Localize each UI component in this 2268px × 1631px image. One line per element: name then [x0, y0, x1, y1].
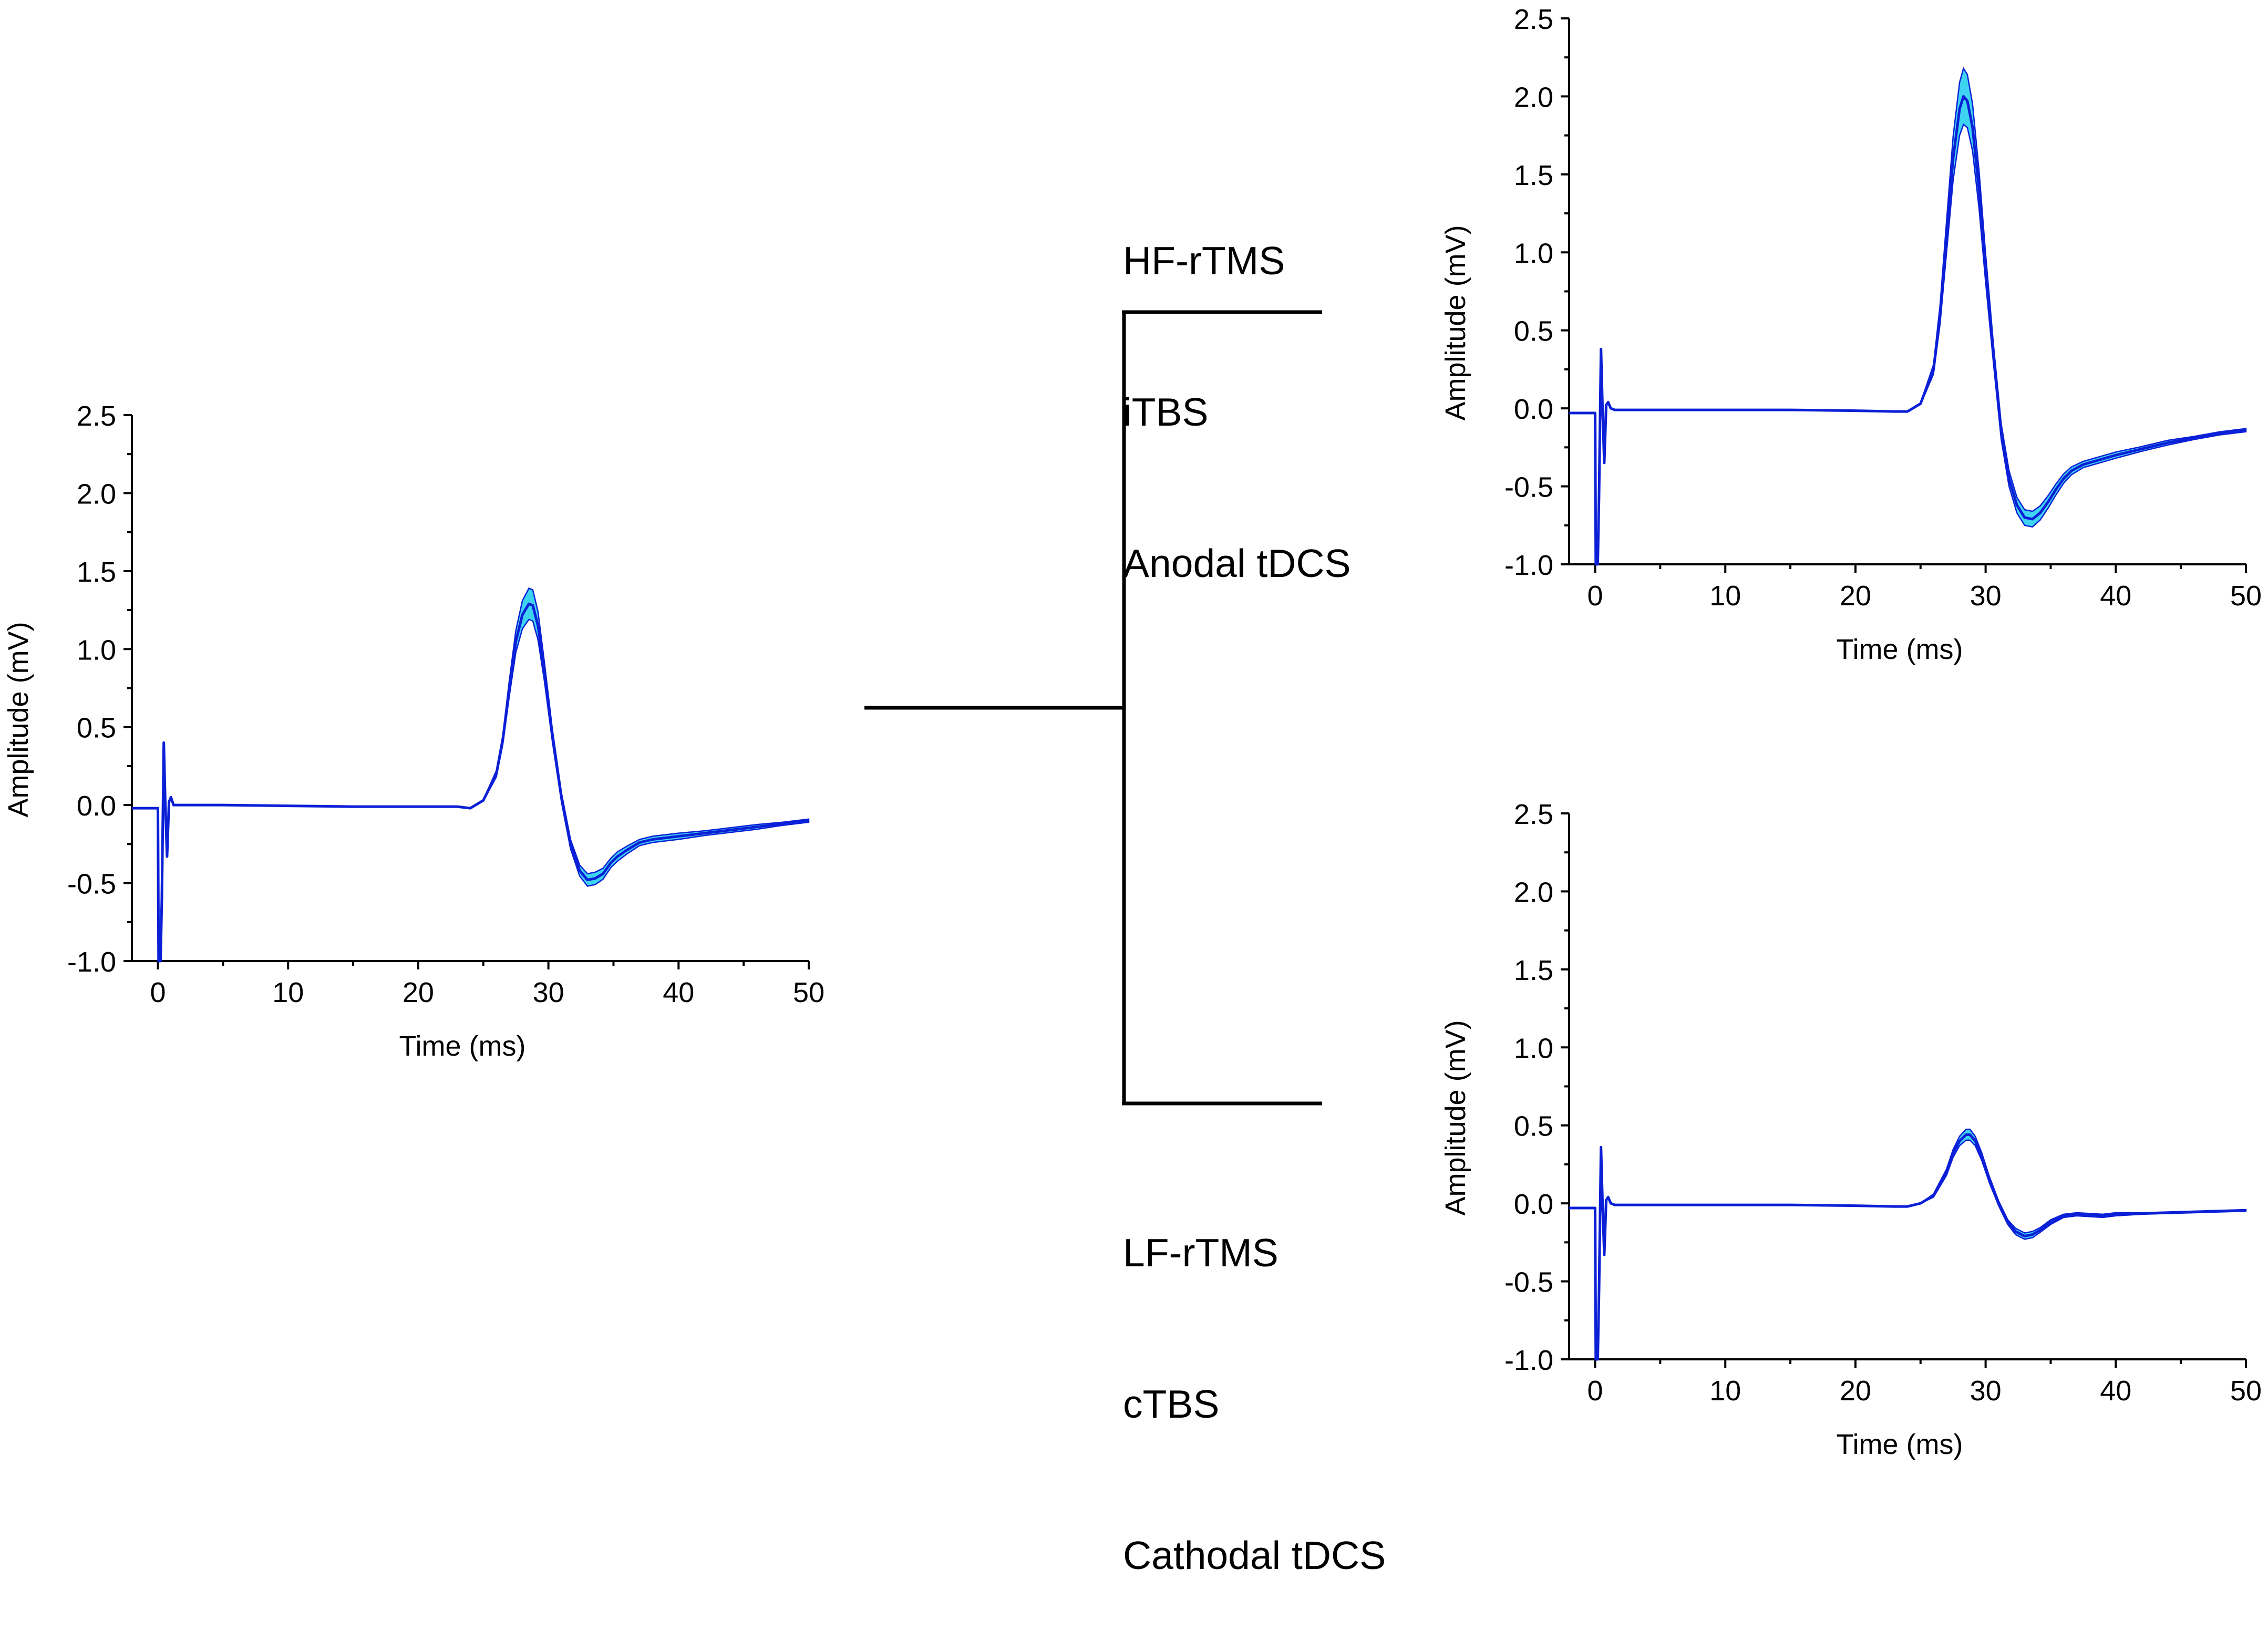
y-tick-label: -1.0 — [1504, 1345, 1553, 1376]
y-tick-label: 0.0 — [77, 790, 116, 822]
y-tick-label: 2.0 — [1514, 876, 1553, 908]
x-tick-label: 50 — [2230, 580, 2262, 612]
x-tick-label: 30 — [533, 977, 564, 1008]
figure-canvas: -1.0 -0.5 0.0 0.5 1.0 1.5 2.0 2.5 0 10 20 30 40 50 Tim… — [3, 4, 2262, 1460]
y-tick-label: -0.5 — [67, 869, 116, 900]
lower-protocol-1: LF-rTMS — [1123, 1231, 1279, 1275]
x-tick-label: 0 — [1587, 580, 1603, 612]
inhibition-mep-chart: -1.0 -0.5 0.0 0.5 1.0 1.5 2.0 2.5 0 10 20 30 40 50 Tim… — [1440, 799, 2262, 1460]
lower-protocol-3: Cathodal tDCS — [1123, 1533, 1386, 1577]
upper-protocol-labels: HF-rTMS iTBS Anodal tDCS — [1123, 135, 1351, 639]
x-tick-label: 0 — [150, 977, 166, 1008]
y-tick-label: 1.0 — [77, 634, 116, 666]
confidence-band — [1569, 1128, 2247, 1360]
y-tick-label: 2.0 — [77, 478, 116, 510]
branch-diagram — [864, 310, 1322, 1106]
y-tick-label: 2.5 — [77, 400, 116, 432]
y-tick-label: 1.5 — [77, 556, 116, 588]
y-tick-label: 0.0 — [1514, 394, 1553, 425]
x-tick-label: 30 — [1970, 1375, 2002, 1407]
x-tick-label: 20 — [1840, 1375, 1871, 1407]
lower-protocol-2: cTBS — [1123, 1382, 1220, 1426]
x-tick-label: 10 — [272, 977, 304, 1008]
y-tick-label: -1.0 — [1504, 550, 1553, 581]
x-tick-label: 0 — [1587, 1375, 1603, 1407]
x-tick-label: 20 — [1840, 580, 1871, 612]
x-tick-label: 40 — [2100, 580, 2131, 612]
y-tick-label: 1.0 — [1514, 238, 1553, 269]
x-axis-title: Time (ms) — [1837, 634, 1963, 665]
y-tick-label: 0.0 — [1514, 1189, 1553, 1220]
x-tick-label: 50 — [793, 977, 824, 1008]
y-tick-label: -1.0 — [67, 946, 116, 978]
x-axis-title: Time (ms) — [399, 1030, 526, 1062]
x-tick-label: 20 — [403, 977, 434, 1008]
y-tick-label: 0.5 — [77, 713, 116, 744]
upper-protocol-1: HF-rTMS — [1123, 239, 1285, 283]
y-tick-label: -0.5 — [1504, 1267, 1553, 1298]
upper-protocol-3: Anodal tDCS — [1123, 541, 1351, 585]
y-axis-title: Amplitude (mV) — [1440, 1020, 1471, 1215]
y-tick-label: 1.5 — [1514, 160, 1553, 191]
x-tick-label: 40 — [2100, 1375, 2131, 1407]
lower-protocol-labels: LF-rTMS cTBS Cathodal tDCS — [1123, 1127, 1386, 1631]
baseline-mep-chart: -1.0 -0.5 0.0 0.5 1.0 1.5 2.0 2.5 0 10 20 30 40 50 Tim… — [3, 400, 824, 1062]
x-tick-label: 50 — [2230, 1375, 2262, 1407]
y-tick-label: 2.0 — [1514, 81, 1553, 113]
confidence-band — [132, 587, 810, 962]
upper-protocol-2: iTBS — [1123, 390, 1209, 434]
y-tick-label: 1.0 — [1514, 1033, 1553, 1064]
x-tick-label: 10 — [1709, 580, 1741, 612]
mean-mep-line — [132, 602, 809, 963]
facilitation-mep-chart: -1.0 -0.5 0.0 0.5 1.0 1.5 2.0 2.5 0 10 20 30 40 50 Tim… — [1440, 4, 2262, 665]
x-tick-label: 40 — [663, 977, 694, 1008]
x-tick-label: 30 — [1970, 580, 2002, 612]
y-axis-title: Amplitude (mV) — [1440, 225, 1471, 420]
x-tick-label: 10 — [1709, 1375, 1741, 1407]
confidence-band — [1569, 66, 2247, 565]
y-tick-label: 1.5 — [1514, 955, 1553, 986]
x-axis-title: Time (ms) — [1837, 1429, 1963, 1460]
y-tick-label: 2.5 — [1514, 799, 1553, 830]
y-tick-label: 0.5 — [1514, 1111, 1553, 1142]
mean-mep-line — [1569, 1133, 2246, 1361]
y-tick-label: -0.5 — [1504, 472, 1553, 503]
y-axis-title: Amplitude (mV) — [3, 622, 34, 817]
y-tick-label: 2.5 — [1514, 4, 1553, 35]
mean-mep-line — [1569, 95, 2246, 566]
y-tick-label: 0.5 — [1514, 316, 1553, 347]
